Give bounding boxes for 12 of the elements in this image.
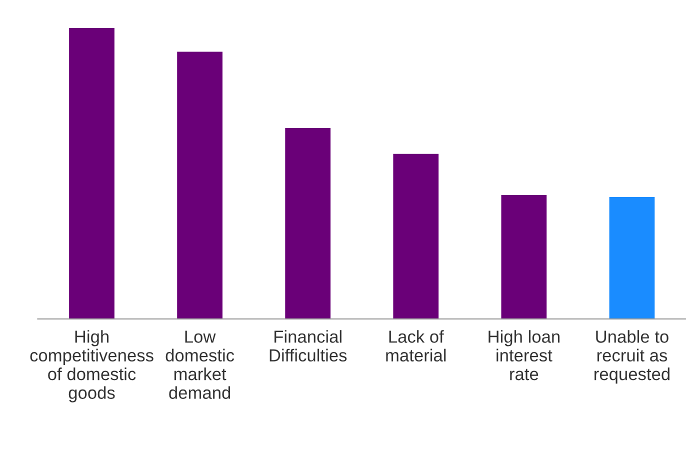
x-tick-label: Lack of material — [386, 330, 446, 362]
bar — [177, 52, 222, 319]
bar — [285, 128, 331, 319]
x-tick-label: High competitiveness of domestic goods — [30, 330, 154, 402]
bar — [69, 28, 114, 319]
bar — [501, 194, 547, 319]
bar — [393, 154, 439, 319]
x-tick-label: Financial Difficulties — [270, 330, 347, 362]
x-tick-label: Low domestic market demand — [166, 330, 234, 399]
x-tick-label: High loan interest rate — [488, 330, 560, 380]
bar — [609, 197, 655, 319]
x-tick-label: Unable to recruit as requested — [594, 330, 670, 384]
